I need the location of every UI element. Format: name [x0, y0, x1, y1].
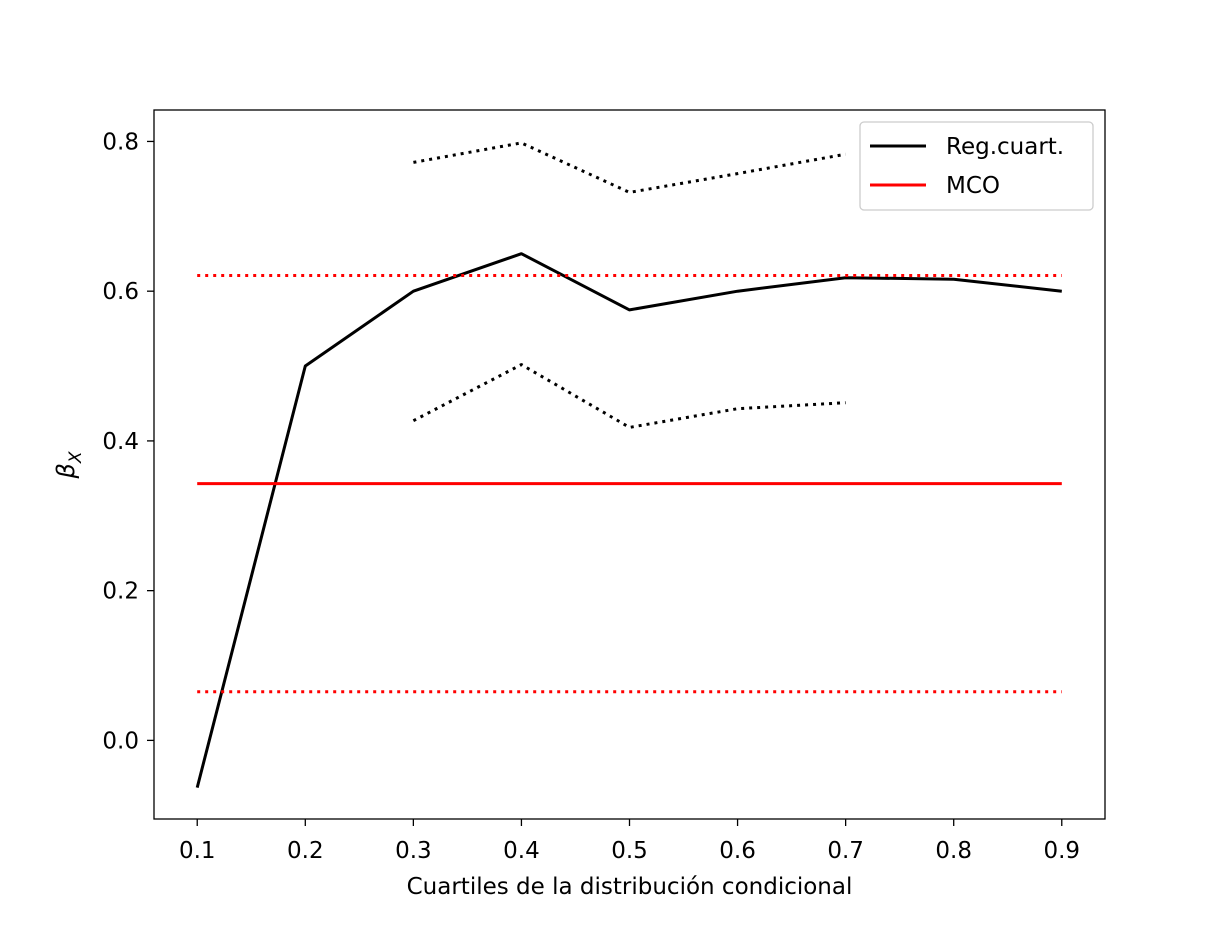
x-axis-label: Cuartiles de la distribución condicional [407, 874, 853, 900]
series-line-0 [195, 252, 1062, 788]
legend-box [859, 121, 1094, 211]
legend-label: Reg.cuart. [946, 134, 1064, 160]
x-tick-label: 0.1 [179, 838, 216, 864]
x-tick-label: 0.3 [395, 838, 432, 864]
series-line-2 [412, 363, 846, 429]
y-tick-label: 0.0 [102, 728, 139, 754]
y-axis-label-symbol: β [52, 463, 80, 479]
x-tick-label: 0.9 [1043, 838, 1080, 864]
x-tick-label: 0.6 [719, 838, 756, 864]
legend-label: MCO [946, 173, 1000, 199]
x-tick-label: 0.4 [503, 838, 540, 864]
x-tick-label: 0.7 [827, 838, 864, 864]
plot-frame [153, 109, 1106, 820]
x-tick-label: 0.8 [935, 838, 972, 864]
x-tick-label: 0.2 [287, 838, 324, 864]
legend: Reg.cuart. MCO [859, 121, 1094, 211]
x-ticks: 0.1 0.2 0.3 0.4 0.5 0.6 0.7 0.8 0.9 [179, 819, 1080, 864]
series-layer [195, 141, 1062, 788]
y-tick-label: 0.6 [102, 279, 139, 305]
y-tick-label: 0.8 [102, 129, 139, 155]
y-tick-label: 0.2 [102, 579, 139, 605]
y-ticks: 0.0 0.2 0.4 0.6 0.8 [102, 129, 154, 754]
y-axis-label-subscript: X [66, 451, 86, 464]
y-tick-label: 0.4 [102, 429, 139, 455]
y-axis-label: βX [52, 451, 86, 479]
legend-items: Reg.cuart. MCO [870, 134, 1064, 199]
x-tick-label: 0.5 [611, 838, 648, 864]
series-line-1 [413, 141, 846, 194]
